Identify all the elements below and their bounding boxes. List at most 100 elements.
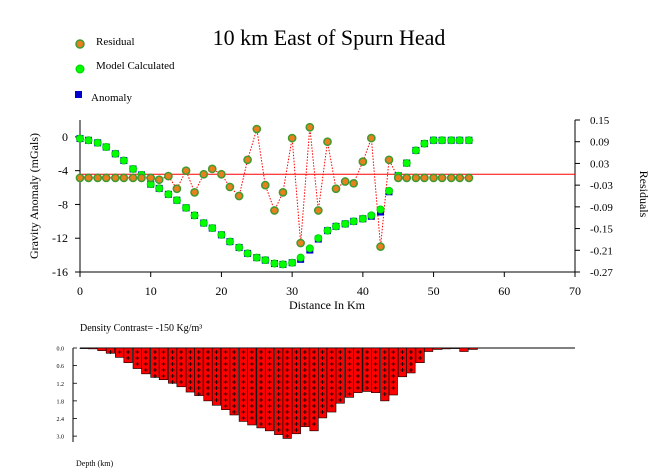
- block-pattern-mark: [338, 368, 343, 372]
- block-pattern-mark: [126, 350, 131, 354]
- block-pattern-mark: [347, 386, 352, 390]
- residual-point: [75, 173, 85, 183]
- block-pattern-mark: [391, 362, 396, 366]
- block-pattern-mark: [135, 356, 140, 360]
- model-point: [385, 186, 394, 195]
- block-pattern-mark: [285, 368, 290, 372]
- block-pattern-mark: [259, 422, 264, 426]
- residual-point: [429, 173, 438, 183]
- block-pattern-mark: [294, 374, 299, 378]
- block-pattern-mark: [161, 350, 166, 354]
- block-pattern-mark: [365, 350, 370, 354]
- block-pattern-mark: [382, 350, 387, 354]
- block-pattern-mark: [259, 392, 264, 396]
- block-pattern-mark: [126, 356, 131, 360]
- block-pattern-mark: [205, 350, 210, 354]
- residual-point: [323, 137, 332, 147]
- block-pattern-mark: [249, 380, 254, 384]
- block-pattern-mark: [408, 368, 413, 372]
- block-pattern-mark: [143, 368, 148, 372]
- block-pattern-mark: [214, 392, 219, 396]
- block-pattern-mark: [347, 374, 352, 378]
- block-pattern-mark: [285, 398, 290, 402]
- model-point: [93, 138, 102, 147]
- residual-point: [101, 173, 111, 183]
- residual-point: [464, 173, 474, 183]
- y2-tick-label: -0.21: [590, 245, 613, 257]
- block-pattern-mark: [294, 398, 299, 402]
- residual-point: [119, 173, 129, 183]
- block-pattern-mark: [205, 356, 210, 360]
- block-pattern-mark: [223, 350, 228, 354]
- block-pattern-mark: [259, 356, 264, 360]
- model-point: [341, 219, 350, 228]
- residual-point: [172, 184, 182, 194]
- block-pattern-mark: [223, 398, 228, 402]
- block-pattern-mark: [320, 380, 325, 384]
- residual-point: [217, 169, 226, 179]
- block-pattern-mark: [365, 380, 370, 384]
- block-pattern-mark: [276, 350, 281, 354]
- model-point: [323, 226, 332, 235]
- x-tick-label: 20: [215, 284, 227, 298]
- block-pattern-mark: [267, 392, 272, 396]
- x-tick-label: 60: [498, 284, 510, 298]
- block-pattern-mark: [382, 362, 387, 366]
- x-tick-label: 70: [569, 284, 581, 298]
- block-pattern-mark: [302, 356, 307, 360]
- y-tick-label: 0: [62, 130, 68, 144]
- block-pattern-mark: [418, 350, 423, 354]
- block-pattern-mark: [294, 368, 299, 372]
- block-pattern-mark: [285, 434, 290, 438]
- block-pattern-mark: [267, 410, 272, 414]
- block-pattern-mark: [276, 428, 281, 432]
- block-pattern-mark: [391, 356, 396, 360]
- block-pattern-mark: [355, 368, 360, 372]
- model-block: [123, 347, 133, 363]
- model-point: [217, 230, 226, 239]
- block-pattern-mark: [391, 386, 396, 390]
- gravity-plot: 0 10 20 30 40 50 60 70 0 -4 -8 -12 -16 0.15 0.09 0.03 -0…: [27, 115, 651, 312]
- block-pattern-mark: [241, 404, 246, 408]
- block-pattern-mark: [241, 356, 246, 360]
- block-pattern-mark: [223, 404, 228, 408]
- model-point: [111, 149, 120, 158]
- block-pattern-mark: [338, 398, 343, 402]
- block-pattern-mark: [285, 362, 290, 366]
- block-pattern-mark: [223, 356, 228, 360]
- model-block: [88, 347, 98, 350]
- block-pattern-mark: [285, 356, 290, 360]
- block-pattern-mark: [320, 392, 325, 396]
- block-pattern-mark: [338, 380, 343, 384]
- block-pattern-mark: [249, 392, 254, 396]
- model-point: [331, 222, 340, 231]
- block-pattern-mark: [408, 356, 413, 360]
- block-pattern-mark: [312, 392, 317, 396]
- residual-point: [455, 173, 465, 183]
- y2-tick-label: -0.27: [590, 267, 613, 279]
- model-block: [291, 347, 301, 435]
- block-pattern-mark: [338, 392, 343, 396]
- block-pattern-mark: [214, 386, 219, 390]
- residual-point: [93, 173, 103, 183]
- block-pattern-mark: [382, 368, 387, 372]
- block-pattern-mark: [241, 386, 246, 390]
- block-pattern-mark: [276, 386, 281, 390]
- block-pattern-mark: [223, 386, 228, 390]
- model-block: [424, 347, 434, 352]
- block-pattern-mark: [223, 362, 228, 366]
- block-pattern-mark: [161, 356, 166, 360]
- block-pattern-mark: [418, 356, 423, 360]
- y2-tick-label: 0.09: [590, 137, 610, 149]
- block-pattern-mark: [382, 386, 387, 390]
- block-pattern-mark: [267, 398, 272, 402]
- block-pattern-mark: [135, 350, 140, 354]
- block-pattern-mark: [196, 362, 201, 366]
- block-pattern-mark: [329, 350, 334, 354]
- block-pattern-mark: [302, 380, 307, 384]
- block-pattern-mark: [249, 350, 254, 354]
- model-block: [450, 347, 461, 349]
- block-pattern-mark: [232, 350, 237, 354]
- block-pattern-mark: [312, 362, 317, 366]
